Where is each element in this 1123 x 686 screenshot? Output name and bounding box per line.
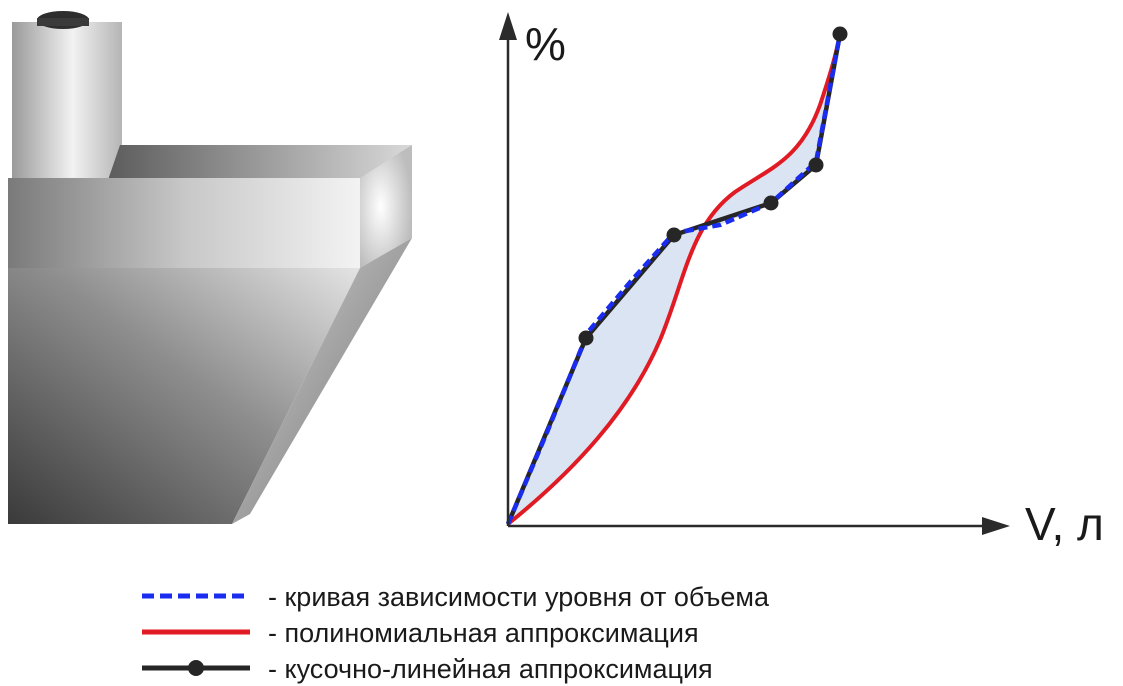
legend-item-piecewise: - кусочно-линейная аппроксимация bbox=[142, 654, 713, 684]
piecewise-marker-3 bbox=[763, 195, 779, 211]
legend: - кривая зависимости уровня от объема - … bbox=[142, 582, 770, 684]
tank-illustration bbox=[8, 11, 412, 524]
tank-body bbox=[8, 268, 360, 524]
tank-side bbox=[360, 145, 412, 268]
piecewise-marker-4 bbox=[808, 157, 824, 173]
y-axis-label: % bbox=[525, 18, 566, 70]
y-axis-arrow bbox=[499, 12, 517, 40]
tank-cap-rim bbox=[37, 18, 89, 26]
legend-item-curve: - кривая зависимости уровня от объема bbox=[142, 582, 770, 612]
piecewise-marker-1 bbox=[578, 330, 594, 346]
legend-item-polynomial: - полиномиальная аппроксимация bbox=[142, 618, 699, 648]
tank-shelf bbox=[108, 145, 412, 180]
piecewise-markers bbox=[578, 26, 848, 346]
chart-area: % V, л bbox=[499, 12, 1104, 550]
legend-marker-dot bbox=[188, 660, 204, 676]
polynomial-approximation-line bbox=[506, 33, 842, 526]
tank-band bbox=[8, 178, 364, 268]
legend-label-polynomial: - полиномиальная аппроксимация bbox=[268, 618, 699, 648]
tank-neck bbox=[12, 22, 122, 180]
tank-slope bbox=[232, 238, 412, 524]
approximation-error-area bbox=[508, 34, 840, 524]
legend-label-piecewise: - кусочно-линейная аппроксимация bbox=[268, 654, 713, 684]
x-axis-label: V, л bbox=[1025, 498, 1104, 550]
piecewise-marker-5 bbox=[832, 26, 848, 42]
x-axis-arrow bbox=[982, 517, 1010, 535]
legend-label-curve: - кривая зависимости уровня от объема bbox=[268, 582, 770, 612]
piecewise-marker-2 bbox=[666, 227, 682, 243]
